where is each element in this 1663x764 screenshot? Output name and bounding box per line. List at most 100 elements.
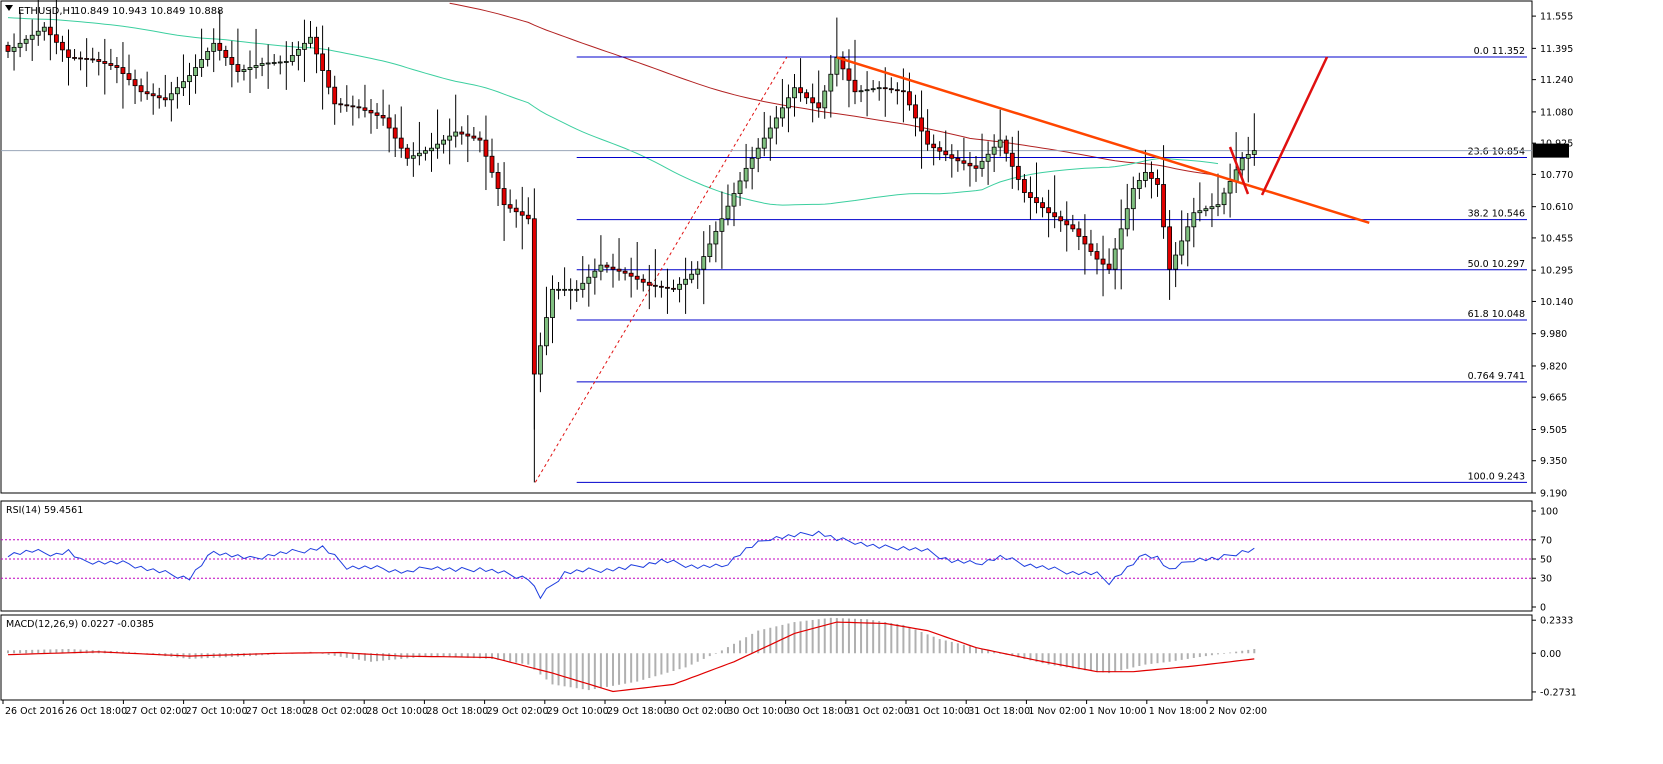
candle-body [1191,212,1197,228]
macd-hist-bar [799,621,802,654]
macd-hist-bar [472,653,475,659]
macd-hist-bar [1223,653,1226,654]
rsi-tick-label: 100 [1540,507,1558,518]
macd-hist-bar [902,624,905,654]
candle-body [11,46,17,52]
macd-panel[interactable]: MACD(12,26,9) 0.0227 -0.0385 0.2333 0.00 -0… [0,614,1577,701]
candle-body [72,57,77,59]
candle-body [1136,180,1142,189]
macd-hist-bar [1096,653,1098,672]
macd-hist-bar [333,653,336,656]
macd-hist-bar [1023,653,1026,659]
candle-body [60,41,65,51]
macd-hist-bar [981,649,984,654]
candle-body [1167,226,1172,270]
macd-hist-bar [563,653,566,687]
price-tick-label: 10.140 [1540,297,1573,308]
candle-body [380,115,386,119]
macd-hist-bar [1174,653,1177,661]
collapse-triangle-icon[interactable] [5,5,13,11]
macd-hist-bar [1053,653,1056,666]
candle-body [955,157,961,162]
candle-body [423,150,428,154]
candle-body [677,283,682,290]
candle-body [84,58,90,60]
candle-body [822,90,828,109]
candle-body [834,57,840,75]
macd-hist-bar [67,649,70,654]
price-panel[interactable]: 11.55511.39511.24011.08010.92510.77010.6… [0,0,1573,500]
candle-body [840,57,846,70]
candle-body [156,95,162,99]
macd-hist-bar [975,647,977,654]
time-tick-label: 1 Nov 02:00 [1028,706,1086,717]
candle-body [749,157,755,169]
candle-body [295,48,301,56]
candle-body [707,243,713,257]
fib-level-label: 100.0 9.243 [1468,471,1525,482]
rsi-tick-label: 50 [1540,555,1552,566]
candle-body [1052,212,1058,218]
candle-body [320,53,326,71]
macd-hist-bar [956,643,959,654]
candle-body [1046,207,1051,214]
time-tick-label: 29 Oct 10:00 [547,706,609,717]
macd-hist-bar [678,653,681,670]
fib-anchor-dashed-line [534,56,788,483]
candle-body [761,137,767,149]
macd-hist-bar [775,626,778,654]
candle-body [1239,157,1245,171]
candle-body [610,266,616,270]
candle-body [162,97,168,101]
candle-body [586,276,592,284]
slow-moving-average-line [449,2,1219,176]
candle-body [1094,251,1100,260]
macd-hist-bar [829,617,832,654]
macd-hist-bar [733,643,735,654]
macd-hist-bar [993,651,996,654]
time-tick-label: 29 Oct 02:00 [487,706,549,717]
candle-body [743,167,749,182]
candle-body [489,155,495,173]
candle-body [253,65,259,68]
time-tick-label: 29 Oct 18:00 [607,706,669,717]
macd-hist-bar [424,653,427,657]
candle-body [616,268,622,272]
macd-hist-bar [944,640,947,654]
macd-hist-bar [1168,653,1171,662]
macd-hist-bar [436,653,439,657]
candle-body [894,89,900,92]
macd-hist-bar [1077,653,1080,670]
candle-body [47,26,53,36]
candle-body [29,34,35,40]
macd-tick-label: -0.2731 [1540,687,1577,698]
candles [5,0,1257,430]
macd-hist-bar [684,653,687,668]
candle-body [1003,139,1009,154]
macd-hist-bar [1241,650,1244,654]
rsi-tick-label: 0 [1540,603,1546,614]
macd-hist-bar [1186,653,1189,659]
candle-body [477,137,483,141]
candle-body [90,58,96,61]
candle-body [441,139,447,145]
macd-hist-bar [672,653,675,671]
macd-hist-bar [448,653,451,657]
macd-hist-bar [1041,653,1044,664]
candle-body [326,70,332,88]
candle-body [1251,150,1257,155]
macd-hist-bar [527,653,530,665]
macd-hist-bar [418,653,421,658]
candle-body [713,230,719,245]
projection-arrow-up [1260,56,1329,196]
rsi-frame [0,500,1533,612]
candle-body [1215,204,1221,208]
rsi-panel[interactable]: RSI(14) 59.4561 100 70 50 30 0 [0,500,1558,614]
price-tick-label: 11.395 [1540,44,1573,55]
price-tick-label: 11.240 [1540,75,1573,86]
macd-hist-bar [545,653,548,680]
macd-hist-bar [509,653,512,662]
candle-body [985,153,991,162]
candle-body [108,63,114,66]
